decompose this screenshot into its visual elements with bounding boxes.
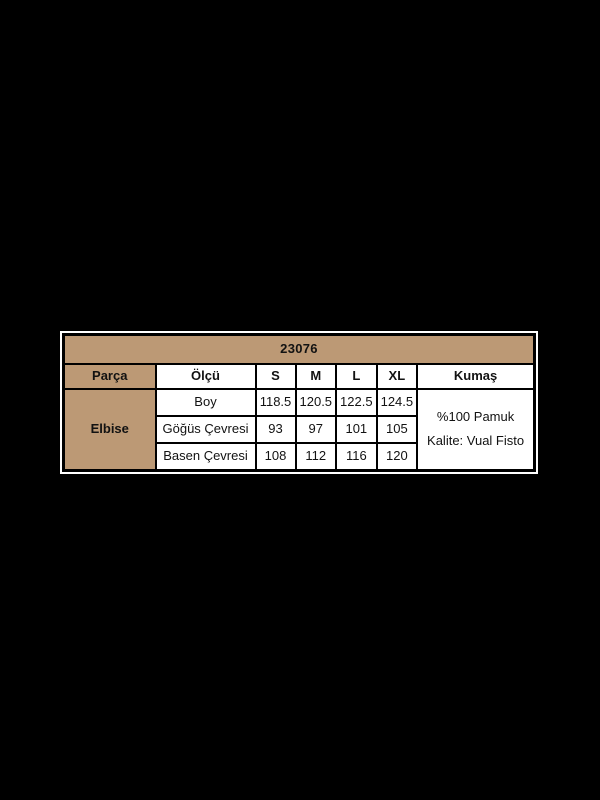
value-xl: 105 — [375, 415, 419, 444]
header-measure: Ölçü — [154, 363, 257, 390]
header-size-l: L — [335, 363, 378, 390]
value-m: 112 — [294, 442, 338, 472]
fabric-composition: %100 Pamuk — [436, 409, 515, 425]
value-xl: 120 — [375, 442, 419, 472]
table-row-gogus: Göğüs Çevresi 93 97 101 105 — [64, 415, 535, 444]
measure-label: Basen Çevresi — [154, 442, 257, 472]
value-m: 97 — [294, 415, 338, 444]
measure-label: Göğüs Çevresi — [154, 415, 257, 444]
header-row: Parça Ölçü S M L XL Kumaş — [62, 363, 536, 390]
size-chart-table: 23076 Parça Ölçü S M L XL Kumaş Elbise B… — [60, 331, 538, 474]
header-size-m: M — [294, 363, 338, 390]
product-code: 23076 — [62, 333, 536, 365]
value-s: 118.5 — [254, 388, 297, 417]
value-s: 93 — [254, 415, 297, 444]
value-l: 116 — [335, 442, 378, 472]
part-label: Elbise — [62, 388, 157, 472]
header-part: Parça — [62, 363, 157, 390]
fabric-info: %100 Pamuk Kalite: Vual Fisto — [416, 388, 536, 472]
fabric-quality: Kalite: Vual Fisto — [427, 433, 525, 448]
table-row-boy: Elbise Boy 118.5 120.5 122.5 124.5 %100 … — [62, 388, 536, 472]
value-xl: 124.5 — [375, 388, 419, 417]
header-fabric: Kumaş — [416, 363, 536, 390]
title-row: 23076 — [62, 333, 536, 365]
value-s: 108 — [254, 442, 297, 472]
measure-label: Boy — [154, 388, 257, 417]
header-size-xl: XL — [375, 363, 419, 390]
header-size-s: S — [254, 363, 297, 390]
value-l: 122.5 — [335, 388, 378, 417]
value-l: 101 — [335, 415, 378, 444]
size-chart: 23076 Parça Ölçü S M L XL Kumaş Elbise B… — [60, 331, 538, 474]
table-row-basen: Basen Çevresi 108 112 116 120 — [64, 442, 535, 472]
value-m: 120.5 — [294, 388, 338, 417]
